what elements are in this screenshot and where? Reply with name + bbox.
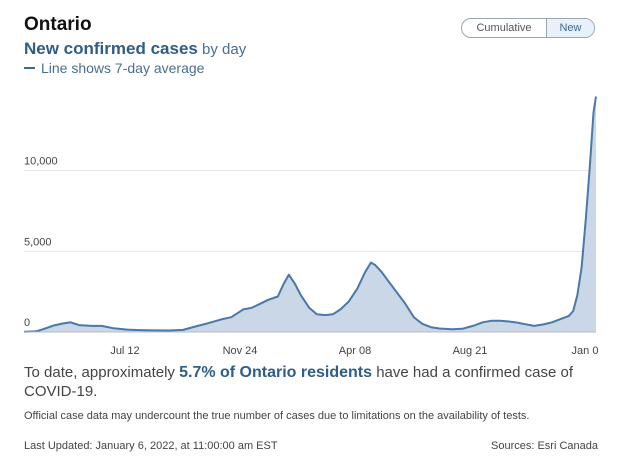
summary-suffix: have had a confirmed case of COVID-19.: [24, 364, 573, 400]
x-tick-label: Nov 24: [223, 345, 258, 357]
legend-line-swatch: [24, 67, 35, 69]
x-tick-label: Apr 08: [339, 345, 371, 357]
toggle-cumulative-button[interactable]: Cumulative: [462, 19, 547, 37]
undercount-note: Official case data may undercount the tr…: [24, 410, 530, 422]
view-toggle: Cumulative New: [461, 18, 595, 38]
cases-area-chart: 0 5,000 10,000 Jul 12 Nov 24 Apr 08 Aug 21 Jan …: [23, 96, 599, 357]
x-tick-label: Jan 0: [572, 345, 599, 357]
y-tick-label: 5,000: [24, 236, 52, 248]
y-tick-label: 0: [24, 317, 30, 329]
summary-prefix: To date, approximately: [24, 364, 180, 381]
toggle-new-button[interactable]: New: [547, 19, 594, 37]
sources-text: Sources: Esri Canada: [491, 440, 598, 452]
subtitle-period: by day: [197, 41, 247, 58]
x-tick-label: Jul 12: [110, 345, 139, 357]
legend-text: Line shows 7-day average: [41, 60, 205, 76]
seven-day-average-line: [23, 96, 597, 333]
cases-area-fill: [24, 96, 596, 332]
subtitle-metric: New confirmed cases: [24, 39, 198, 58]
region-title: Ontario: [24, 14, 92, 35]
x-tick-label: Aug 21: [453, 345, 488, 357]
last-updated-text: Last Updated: January 6, 2022, at 11:00:…: [24, 440, 278, 452]
y-tick-label: 10,000: [24, 156, 58, 168]
summary-highlight: 5.7% of Ontario residents: [179, 364, 373, 381]
summary-text: To date, approximately 5.7% of Ontario r…: [24, 363, 614, 401]
chart-subtitle: New confirmed cases by day: [24, 39, 246, 59]
chart-legend: Line shows 7-day average: [24, 60, 204, 76]
